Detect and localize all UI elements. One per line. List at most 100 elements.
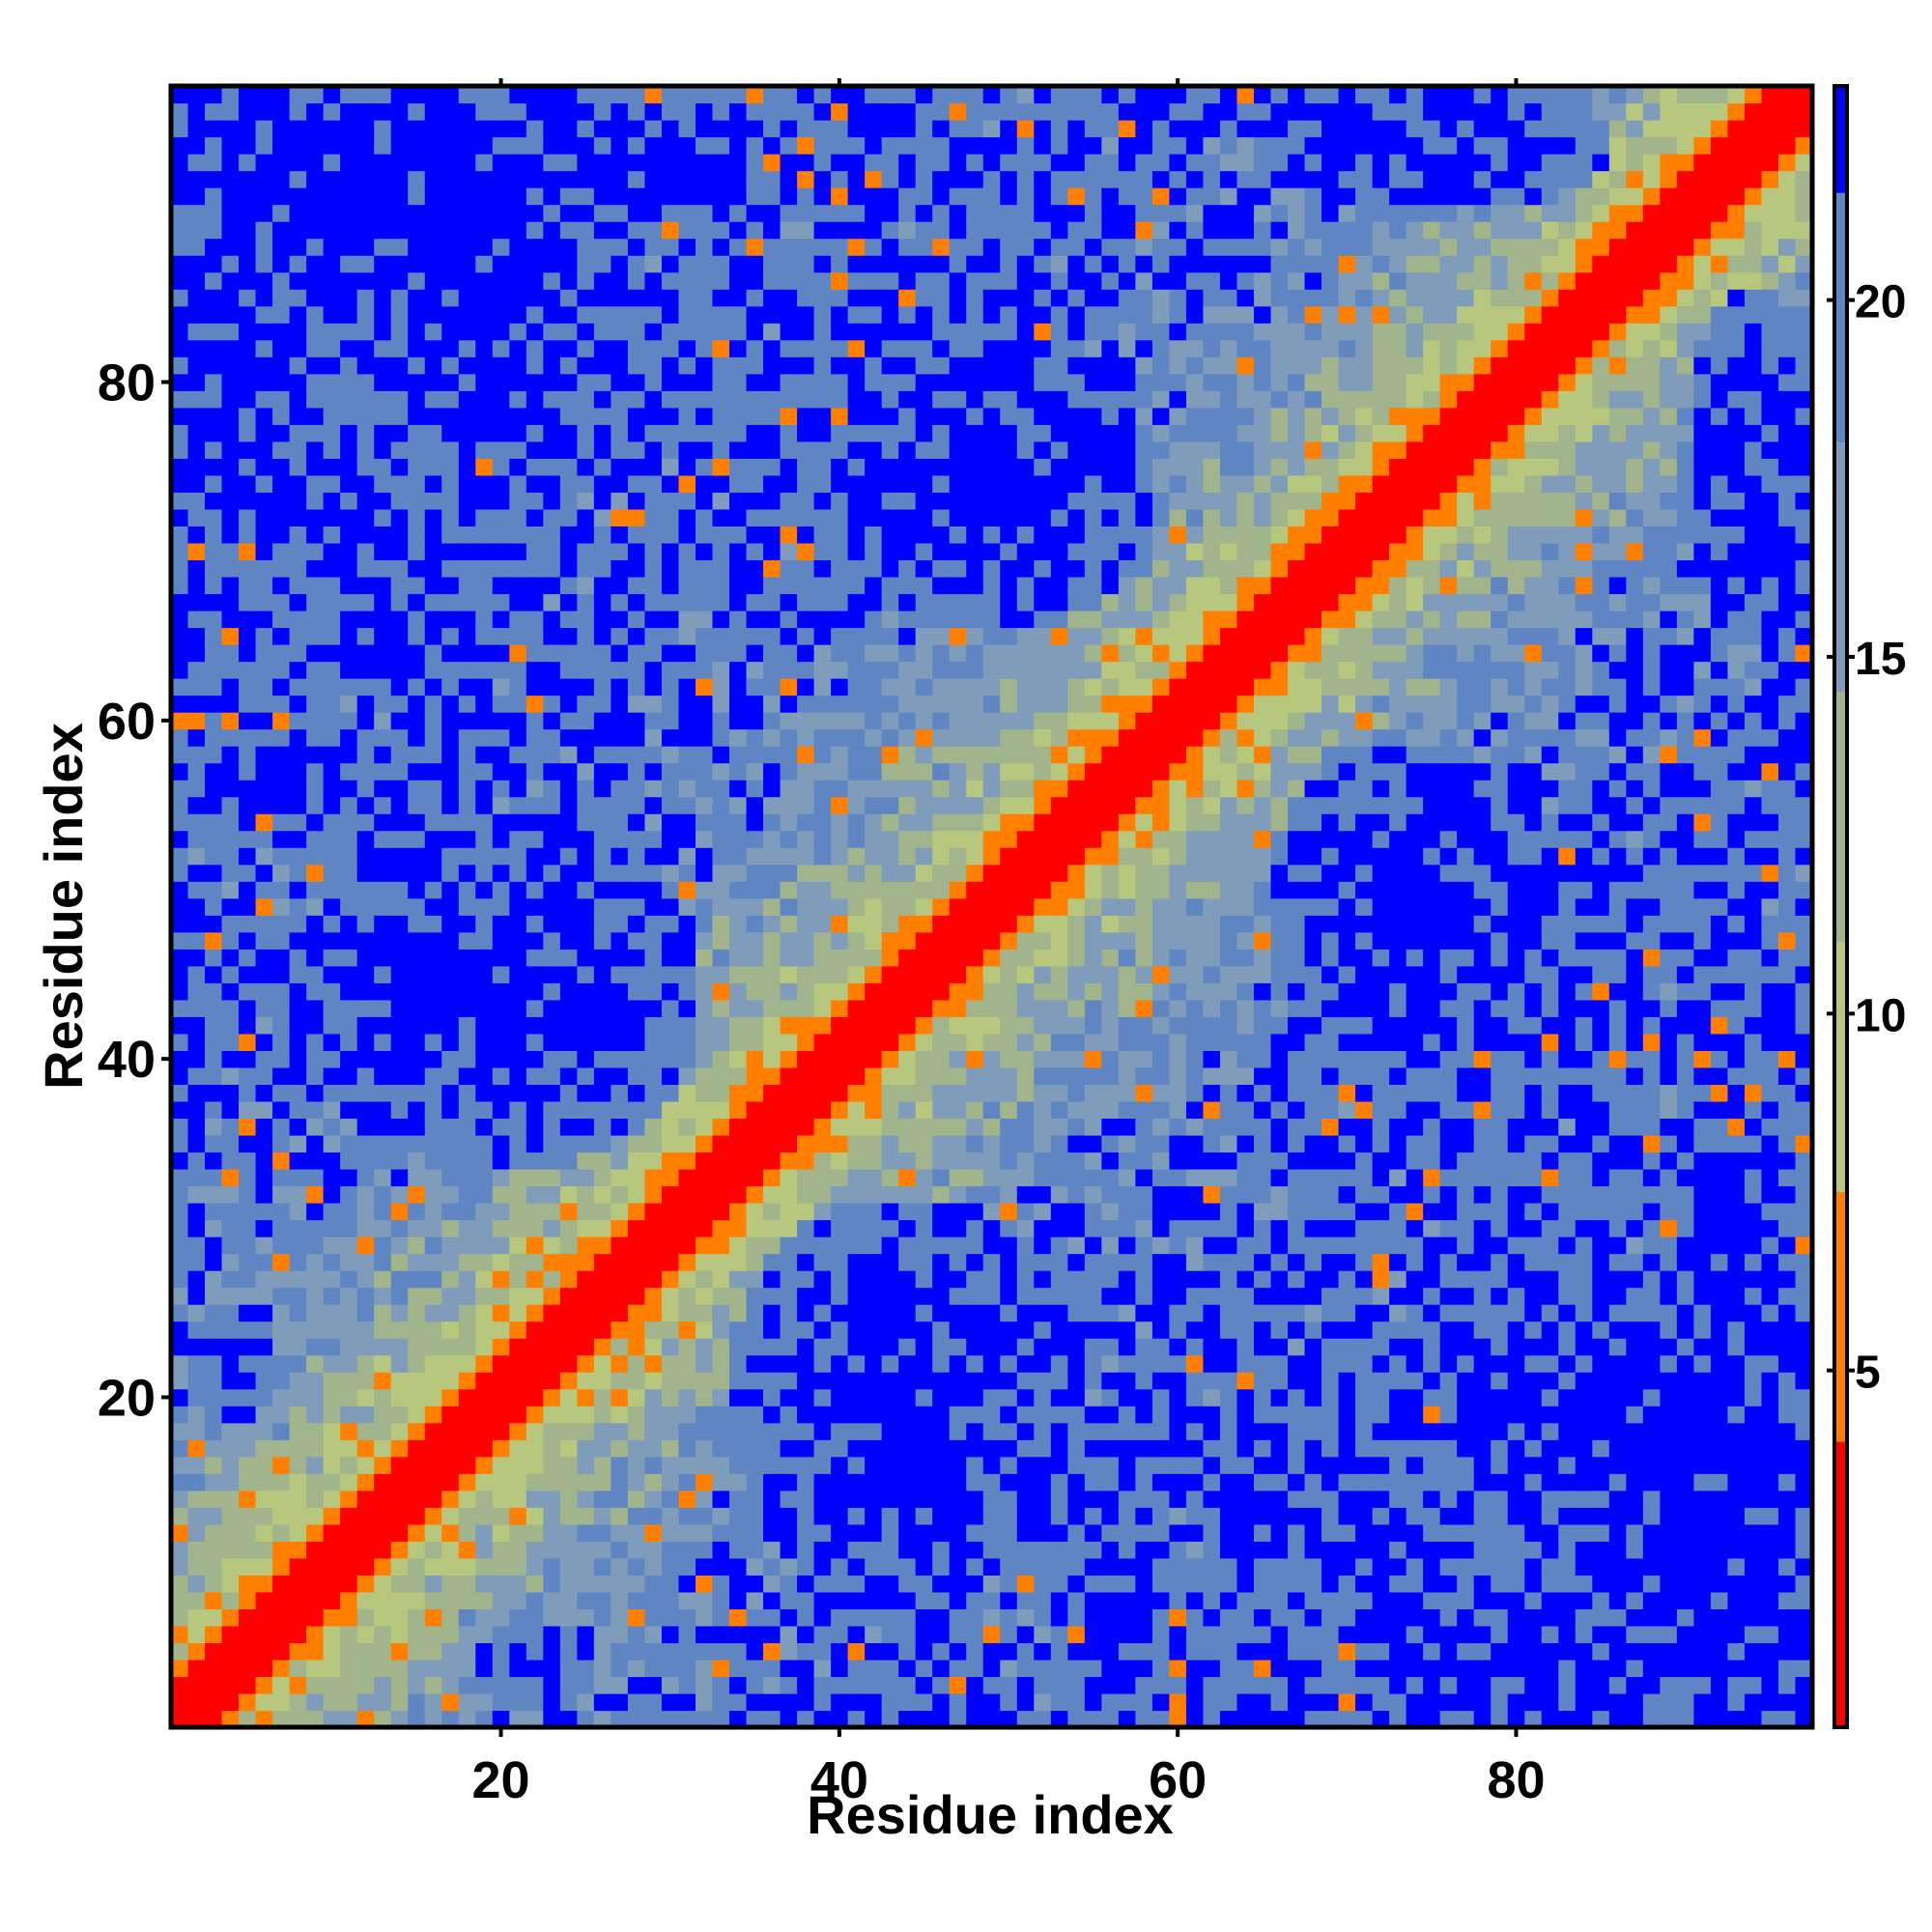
heatmap-cell [374, 1439, 392, 1458]
heatmap-cell [831, 1507, 849, 1525]
heatmap-cell [239, 1066, 257, 1086]
heatmap-cell [255, 999, 273, 1017]
heatmap-cell [205, 255, 223, 273]
heatmap-cell [881, 1033, 899, 1051]
heatmap-cell [695, 221, 714, 240]
heatmap-cell [458, 1287, 476, 1305]
heatmap-cell [390, 407, 409, 425]
heatmap-cell [865, 678, 883, 696]
heatmap-cell [221, 492, 240, 510]
heatmap-cell [780, 1388, 798, 1406]
heatmap-cell [831, 915, 849, 933]
heatmap-cell [475, 1575, 494, 1593]
heatmap-cell [763, 678, 781, 696]
heatmap-cell [813, 1422, 832, 1440]
heatmap-cell [661, 644, 680, 663]
heatmap-cell [966, 1321, 984, 1339]
heatmap-cell [729, 1304, 748, 1322]
heatmap-cell [475, 323, 494, 341]
heatmap-cell [475, 1084, 494, 1102]
heatmap-cell [627, 154, 646, 172]
heatmap-cell [712, 1185, 730, 1204]
heatmap-cell [356, 830, 375, 848]
heatmap-cell [1016, 1203, 1035, 1221]
heatmap-cell [847, 1692, 866, 1712]
heatmap-cell [289, 424, 307, 442]
heatmap-cell [390, 965, 409, 983]
heatmap-cell [695, 373, 714, 391]
heatmap-cell [390, 1541, 409, 1559]
heatmap-cell [559, 424, 578, 442]
heatmap-cell [678, 1541, 696, 1559]
heatmap-cell [966, 542, 984, 561]
heatmap-cell [255, 644, 273, 663]
heatmap-cell [1016, 678, 1035, 696]
heatmap-cell [356, 1642, 375, 1661]
heatmap-cell [746, 373, 764, 391]
heatmap-cell [374, 1016, 392, 1035]
heatmap-cell [881, 1575, 899, 1593]
heatmap-cell [239, 542, 257, 561]
heatmap-cell [712, 1473, 730, 1492]
heatmap-cell [1016, 1100, 1035, 1120]
heatmap-cell [966, 1591, 984, 1609]
heatmap-cell [374, 915, 392, 933]
heatmap-cell [424, 1575, 442, 1593]
heatmap-cell [695, 1338, 714, 1356]
heatmap-cell [982, 627, 1001, 645]
heatmap-cell [847, 796, 866, 814]
heatmap-cell [559, 458, 578, 476]
heatmap-cell [458, 1236, 476, 1255]
heatmap-cell [492, 424, 510, 442]
heatmap-cell [847, 1439, 866, 1458]
heatmap-cell [1016, 102, 1035, 121]
heatmap-cell [593, 154, 612, 172]
heatmap-cell [865, 796, 883, 814]
heatmap-cell [831, 1710, 849, 1728]
heatmap-cell [695, 271, 714, 290]
heatmap-cell [898, 508, 917, 527]
heatmap-cell [729, 289, 748, 307]
heatmap-cell [932, 864, 951, 882]
heatmap-cell [966, 1016, 984, 1035]
heatmap-cell [1016, 576, 1035, 595]
heatmap-cell [408, 931, 426, 950]
heatmap-cell [627, 1100, 646, 1120]
heatmap-cell [949, 508, 967, 527]
heatmap-cell [577, 271, 595, 290]
heatmap-cell [323, 949, 341, 967]
heatmap-cell [424, 1422, 442, 1440]
heatmap-cell [611, 204, 629, 222]
heatmap-cell [695, 965, 714, 983]
heatmap-cell [966, 407, 984, 425]
heatmap-cell [611, 1439, 629, 1458]
heatmap-cell [255, 1557, 273, 1576]
heatmap-cell [526, 1625, 544, 1644]
heatmap-cell [306, 1287, 325, 1305]
heatmap-cell [272, 728, 291, 747]
heatmap-cell [543, 1050, 561, 1068]
heatmap-cell [441, 728, 460, 747]
heatmap-cell [356, 1557, 375, 1576]
heatmap-cell [847, 1608, 866, 1627]
heatmap-cell [205, 559, 223, 578]
heatmap-cell [865, 120, 883, 138]
heatmap-cell [932, 897, 951, 916]
heatmap-cell [340, 627, 358, 645]
heatmap-cell [272, 289, 291, 307]
heatmap-cell [729, 1642, 748, 1661]
heatmap-cell [746, 120, 764, 138]
heatmap-cell [408, 1050, 426, 1068]
heatmap-cell [390, 1456, 409, 1474]
heatmap-cell [611, 661, 629, 679]
heatmap-cell [915, 1676, 933, 1694]
heatmap-cell [1000, 796, 1018, 814]
heatmap-cell [949, 1388, 967, 1406]
heatmap-cell [356, 1676, 375, 1694]
heatmap-cell [205, 1642, 223, 1661]
heatmap-cell [813, 847, 832, 866]
heatmap-cell [712, 746, 730, 764]
heatmap-cell [780, 1692, 798, 1712]
heatmap-cell [982, 339, 1001, 357]
heatmap-cell [695, 526, 714, 544]
